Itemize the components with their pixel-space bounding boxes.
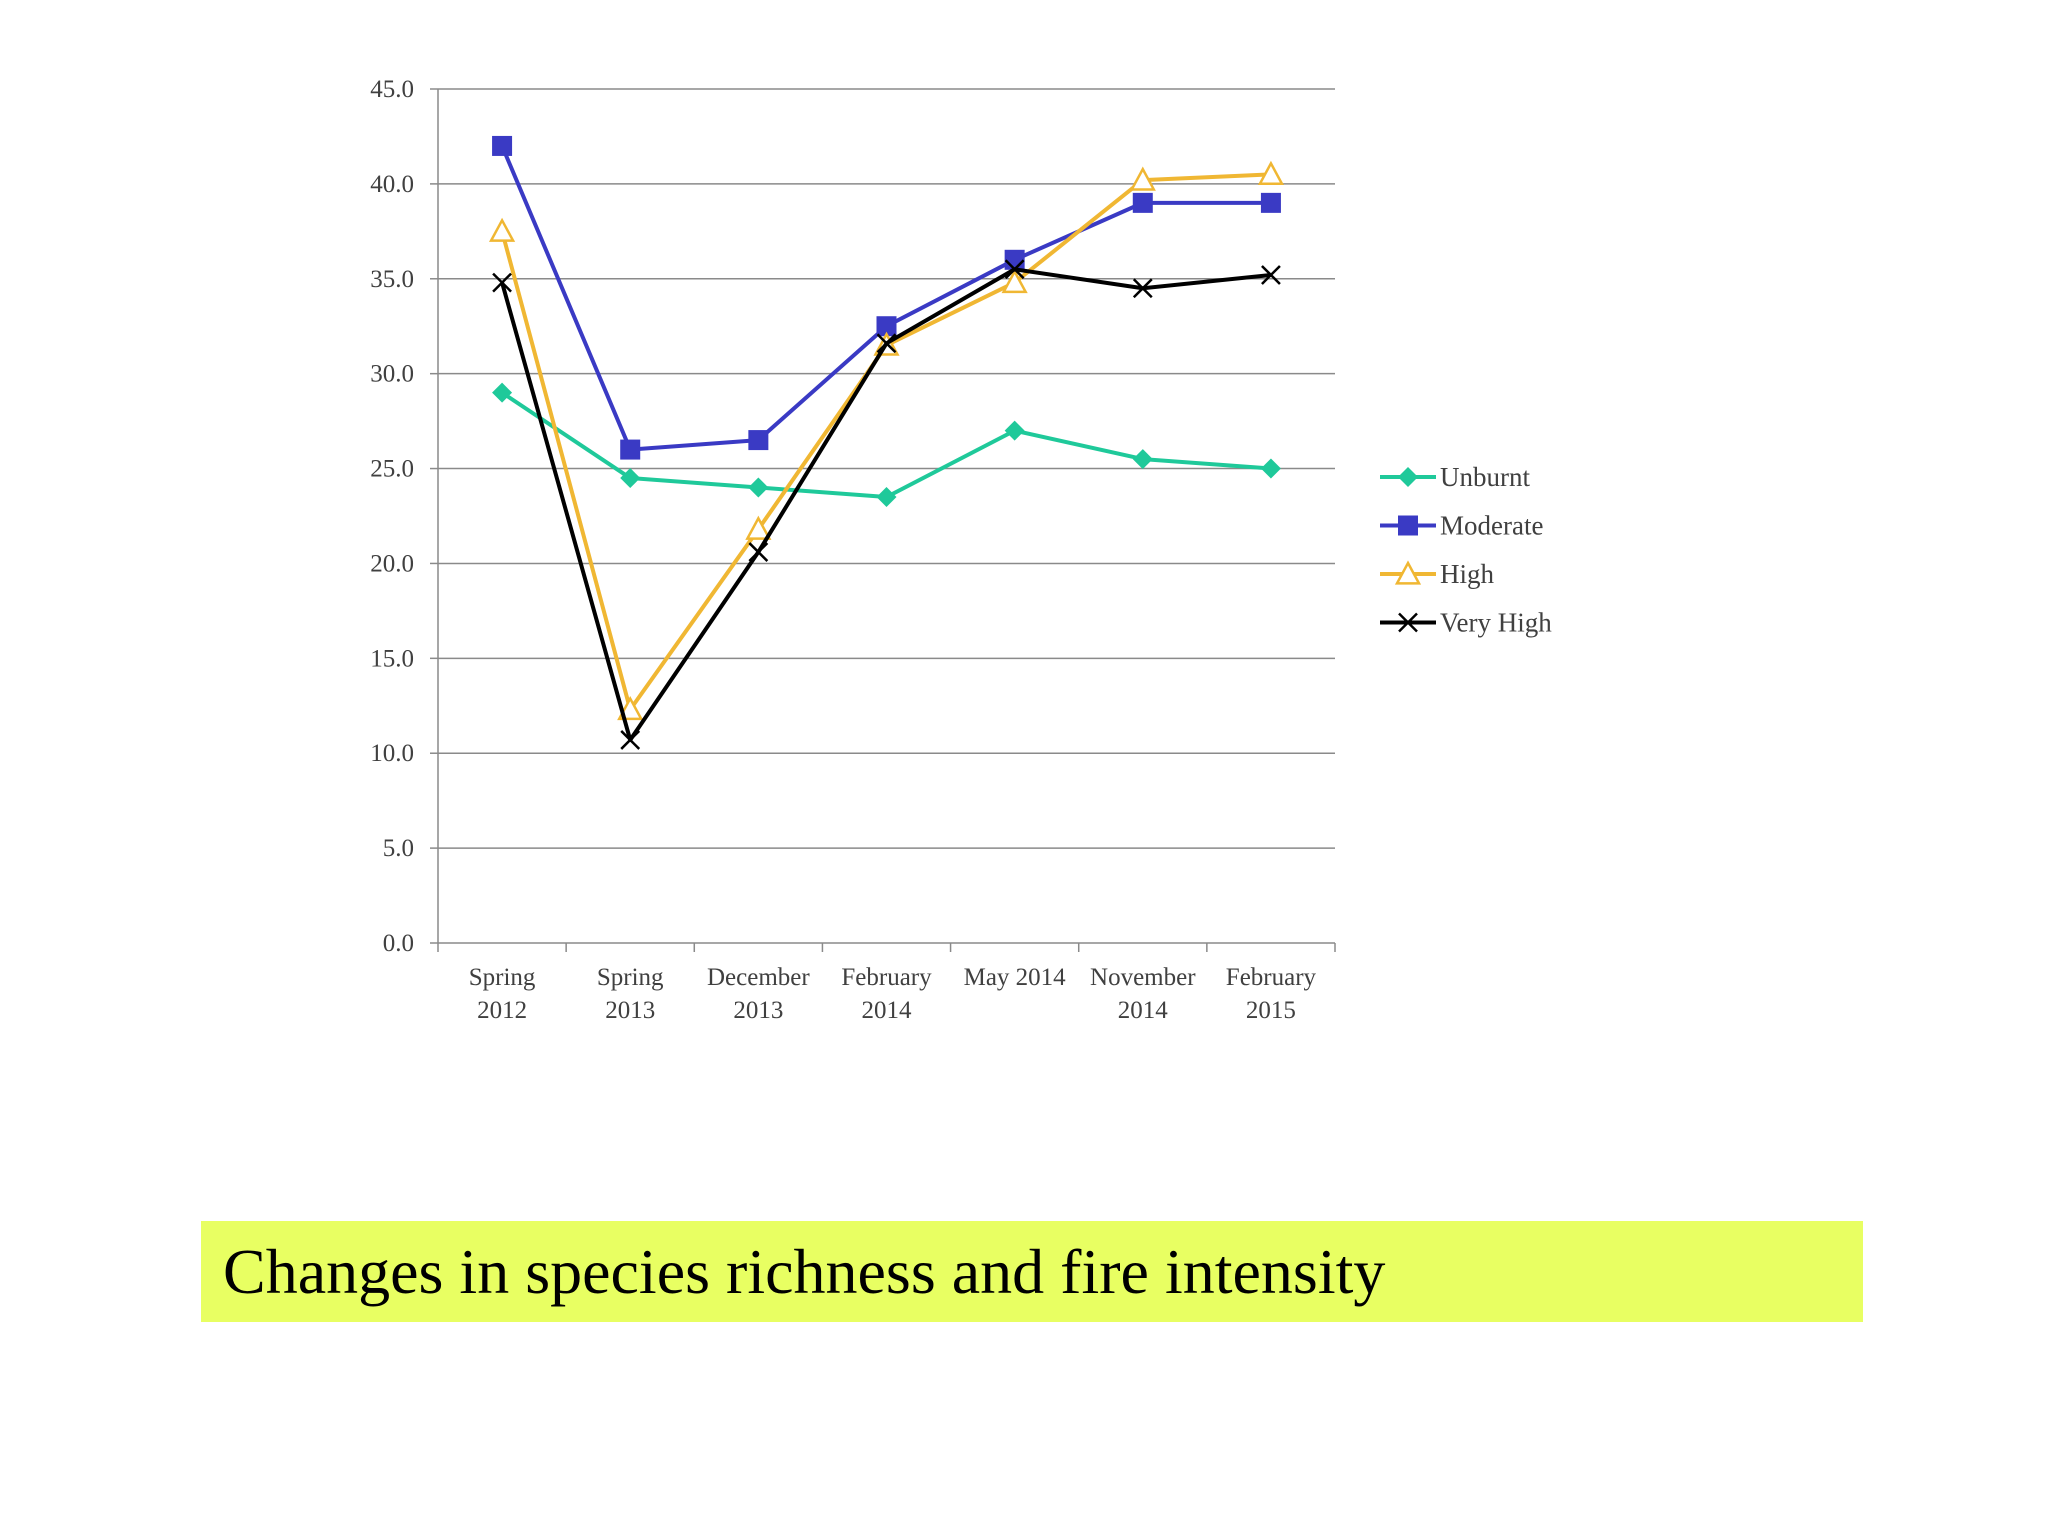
data-point-unburnt [1132,449,1153,470]
y-tick-label: 30.0 [370,361,414,388]
x-tick-label: February 2015 [1226,964,1317,1024]
y-tick-label: 0.0 [383,930,414,957]
legend-label: Moderate [1440,511,1543,541]
y-tick-labels: 0.0 5.0 10.0 15.0 20.0 25.0 30.0 35.0 40.0 45.0 [370,76,414,957]
data-point-high [488,217,516,242]
legend-item-high: High [1380,559,1495,589]
data-point-moderate [876,316,897,337]
data-point-moderate [1260,192,1281,213]
x-tick-labels: Spring 2012 Spring 2013 December 2013 February… [469,964,1317,1024]
data-point-unburnt [876,487,897,508]
data-point-moderate [748,430,769,451]
legend: Unburnt Moderate High Very High [1380,462,1552,638]
data-point-high [1129,166,1156,191]
x-tick-label: November 2014 [1090,964,1196,1024]
series-unburnt [492,382,1281,508]
legend-marker [1398,467,1418,487]
data-point-unburnt [748,477,769,498]
chart-area: 0.0 5.0 10.0 15.0 20.0 25.0 30.0 35.0 40.0 45.0 Sp… [370,76,1552,1024]
series-line-unburnt [500,390,1272,500]
data-point-high [1001,268,1028,294]
data-point-very-high [876,333,897,354]
legend-label: High [1440,559,1495,589]
y-tick-label: 45.0 [370,76,414,103]
y-tick-label: 35.0 [370,266,414,293]
series-very-high [492,259,1281,750]
y-tick-label: 5.0 [383,835,414,862]
data-point-very-high [1261,265,1281,285]
y-tick-label: 15.0 [370,645,414,672]
data-point-high [1257,160,1285,185]
legend-marker [1398,515,1418,536]
y-tick-label: 40.0 [370,171,414,198]
data-point-unburnt [1004,420,1025,441]
slide-caption: Changes in species richness and fire int… [223,1235,1386,1307]
data-point-very-high [748,542,769,562]
y-tick-label: 10.0 [370,740,414,767]
legend-label: Unburnt [1440,462,1530,492]
data-point-very-high [1004,259,1025,280]
data-point-unburnt [492,382,513,403]
data-point-moderate [492,135,513,156]
caption-banner: Changes in species richness and fire int… [201,1221,1863,1322]
x-tick-label: Spring 2013 [597,964,664,1024]
x-tick-label: Spring 2012 [469,964,536,1024]
legend-item-moderate: Moderate [1380,511,1543,541]
legend-label: Very High [1440,608,1552,638]
line-chart: 0.0 5.0 10.0 15.0 20.0 25.0 30.0 35.0 40.0 45.0 Sp… [370,76,1552,1024]
data-point-very-high [1132,278,1153,299]
series-high [488,160,1285,721]
y-tick-label: 20.0 [370,550,414,577]
series-line-high [500,172,1272,712]
gridlines [430,88,1335,944]
data-point-very-high [492,272,512,293]
series-line-moderate [500,145,1271,452]
data-point-moderate [1132,192,1153,213]
legend-marker [1394,560,1422,585]
x-tick-label: December 2013 [707,964,810,1024]
legend-item-unburnt: Unburnt [1380,462,1530,492]
data-point-very-high [620,730,641,750]
data-point-unburnt [620,468,641,489]
x-tick-label: May 2014 [964,964,1067,991]
legend-item-very-high: Very High [1380,608,1552,638]
data-point-moderate [620,439,641,460]
legend-marker [1398,612,1418,633]
y-tick-label: 25.0 [370,456,414,483]
data-point-moderate [1004,249,1025,270]
data-point-high [745,515,772,540]
x-tick-label: February 2014 [841,964,932,1024]
data-point-unburnt [1260,458,1281,479]
